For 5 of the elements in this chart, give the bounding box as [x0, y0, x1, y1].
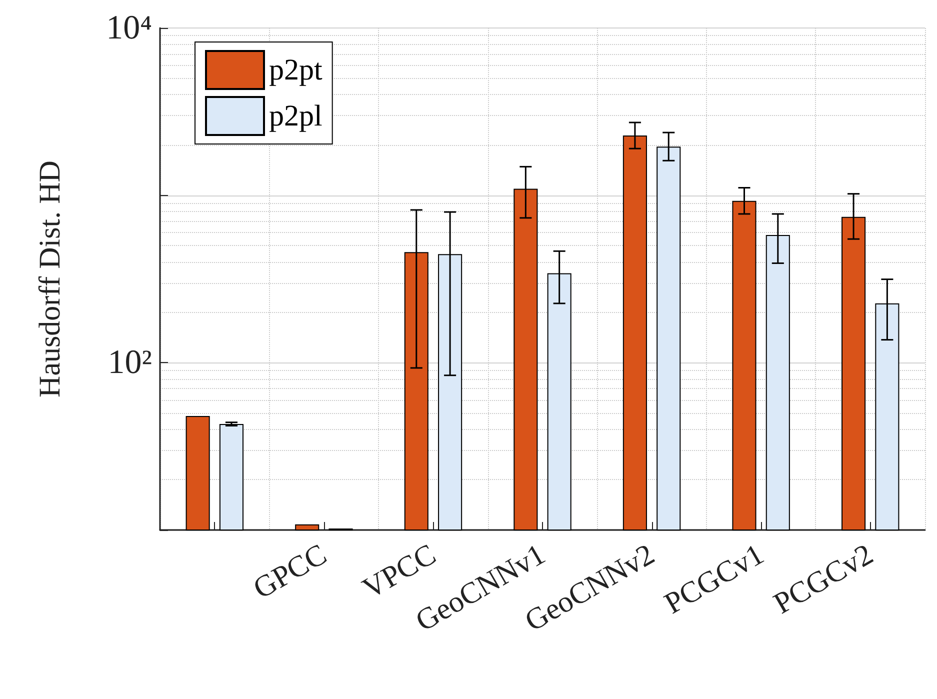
legend-label: p2pt: [269, 54, 323, 86]
y-axis-title: Hausdorff Dist. HD: [34, 160, 66, 398]
legend-label: p2pl: [269, 100, 322, 132]
y-tick-label: 10⁴: [106, 10, 152, 46]
y-tick-label: 10²: [108, 344, 152, 382]
